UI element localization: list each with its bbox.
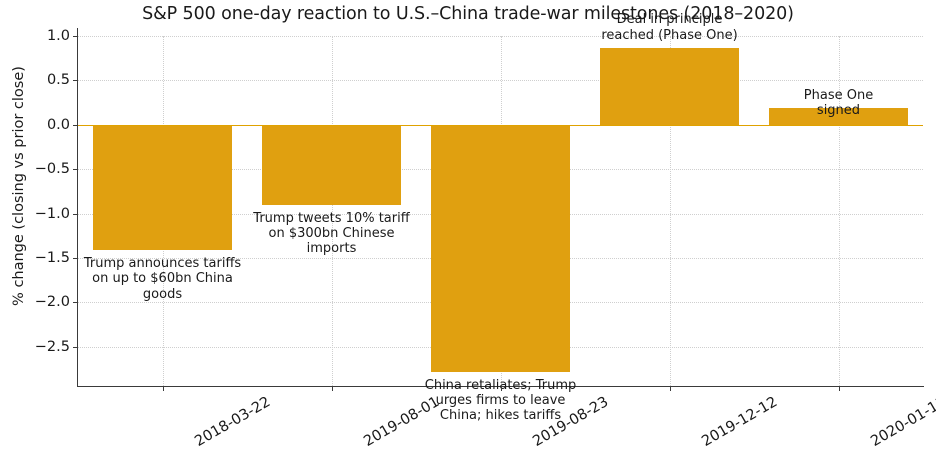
y-tick-label: −2.0 [34,294,70,311]
y-tick-mark [73,302,78,304]
x-tick-mark [838,386,840,391]
y-tick-label: 0.5 [46,72,70,89]
y-axis-tick-labels: 1.0 0.5 0.0 −0.5 −1.0 −1.5 −2.0 −2.5 [0,28,70,386]
bar[interactable] [93,124,232,251]
y-tick-label: 1.0 [46,28,70,44]
bar[interactable] [769,107,908,125]
bar[interactable] [262,124,401,205]
y-tick-mark [73,80,78,82]
x-tick-mark [331,386,333,391]
y-tick-label: −1.5 [34,250,70,267]
y-tick-mark [73,36,78,37]
x-tick-mark [500,386,502,391]
y-tick-mark [73,124,78,126]
zero-baseline [78,124,923,126]
bar-annotation: China retaliates; Trump urges firms to l… [424,377,577,424]
y-tick-mark [73,169,78,171]
x-tick-label: 2019-12-12 [698,394,780,450]
chart-title: S&P 500 one-day reaction to U.S.–China t… [142,4,794,24]
bar-annotation: Deal in principle reached (Phase One) [601,12,738,43]
y-tick-label: −1.0 [34,205,70,222]
y-tick-label: −0.5 [34,161,70,178]
gridline-vertical [331,36,333,386]
y-tick-label: −2.5 [34,338,70,355]
axis-spine-left [77,28,78,386]
gridline-vertical [669,36,671,386]
x-tick-mark [669,386,671,391]
x-tick-mark [162,386,164,391]
bar-annotation: Phase One signed [803,87,874,119]
bar[interactable] [431,124,570,372]
gridline-vertical [838,36,840,386]
bar[interactable] [600,48,739,125]
y-tick-mark [73,213,78,215]
y-tick-label: 0.0 [46,116,70,133]
plot-area [77,28,924,387]
y-tick-mark [73,346,78,348]
bar-annotation: Trump tweets 10% tariff on $300bn Chines… [253,210,410,257]
x-tick-label: 2020-01-15 [867,394,936,450]
y-tick-mark [73,258,78,260]
bar-annotation: Trump announces tariffs on up to $60bn C… [83,256,242,302]
x-tick-label: 2018-03-22 [191,394,273,450]
